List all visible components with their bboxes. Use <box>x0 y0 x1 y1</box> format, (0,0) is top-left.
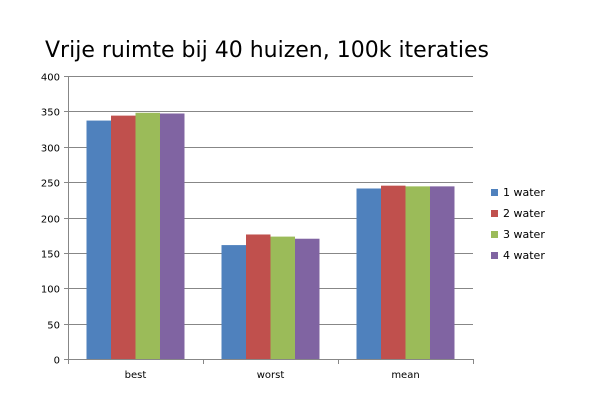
chart-title: Vrije ruimte bij 40 huizen, 100k iterati… <box>45 38 489 63</box>
bar-mean-2-water <box>381 185 406 359</box>
bar-worst-2-water <box>246 234 271 359</box>
x-axis-tick-labels: best worst mean <box>125 370 420 381</box>
y-tick-label: 150 <box>41 250 60 261</box>
y-tick-label: 350 <box>41 108 60 119</box>
bar-worst-4-water <box>295 238 320 359</box>
y-tick-label: 100 <box>41 285 60 296</box>
y-tick-label: 400 <box>41 73 60 84</box>
y-tick-label: 200 <box>41 215 60 226</box>
bar-worst-3-water <box>270 236 295 359</box>
bar-best-4-water <box>160 113 185 359</box>
bar-mean-1-water <box>356 188 381 359</box>
legend-label: 4 water <box>503 249 545 262</box>
legend-label: 3 water <box>503 228 545 241</box>
bar-best-3-water <box>135 112 160 359</box>
bar-mean-4-water <box>430 186 455 359</box>
bars <box>86 112 455 360</box>
x-tick-label: best <box>125 370 147 381</box>
legend-label: 2 water <box>503 207 545 220</box>
y-tick-label: 300 <box>41 144 60 155</box>
y-axis-tick-labels: 0 50 100 150 200 250 300 350 400 <box>41 73 60 367</box>
legend-swatch <box>491 252 498 259</box>
bar-best-1-water <box>86 120 111 359</box>
legend: 1 water 2 water 3 water 4 water <box>491 186 545 262</box>
bar-best-2-water <box>111 115 136 360</box>
legend-swatch <box>491 231 498 238</box>
legend-swatch <box>491 189 498 196</box>
bar-worst-1-water <box>221 245 246 359</box>
axes <box>64 76 474 364</box>
y-tick-label: 0 <box>54 356 60 367</box>
legend-label: 1 water <box>503 186 545 199</box>
y-tick-label: 50 <box>47 321 60 332</box>
bar-mean-3-water <box>405 186 430 359</box>
y-tick-label: 250 <box>41 179 60 190</box>
x-tick-label: mean <box>391 370 419 381</box>
legend-swatch <box>491 210 498 217</box>
x-tick-label: worst <box>257 370 285 381</box>
